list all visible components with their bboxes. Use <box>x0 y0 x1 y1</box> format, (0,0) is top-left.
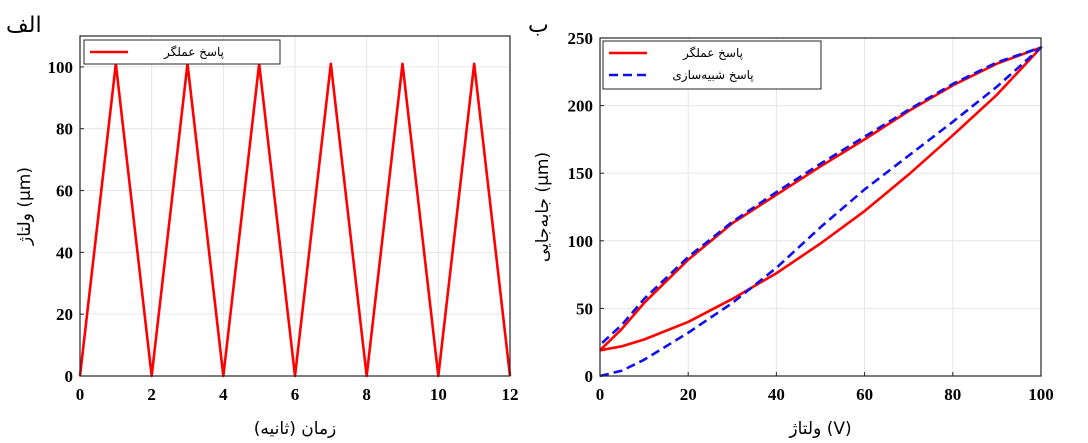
legend: پاسخ عملگر <box>83 39 281 65</box>
x-tick-label: 40 <box>768 385 785 404</box>
x-tick-label: 0 <box>596 385 605 404</box>
y-tick-label: 200 <box>568 97 594 116</box>
chart-panel-right: 0 20 40 60 80 100 0 50 100 150 200 250 ولتاژ (V) جابه… <box>528 13 1054 439</box>
x-tick-label: 6 <box>291 385 300 404</box>
x-tick-label: 8 <box>362 385 371 404</box>
chart-panel-left: 0 2 4 6 8 10 12 0 20 40 60 80 100 زمان (ثانیه) ولتاژ (… <box>6 13 519 439</box>
axes-frame <box>599 37 1042 377</box>
x-tick-label: 80 <box>944 385 961 404</box>
y-tick-label: 150 <box>568 164 594 183</box>
y-tick-label: 250 <box>568 29 594 48</box>
legend-entry-0: پاسخ عملگر <box>163 45 224 60</box>
y-tick-label: 50 <box>576 299 593 318</box>
y-tick-label: 0 <box>585 367 594 386</box>
x-tick-label: 60 <box>856 385 873 404</box>
x-axis-label: زمان (ثانیه) <box>254 419 337 439</box>
x-axis-label: ولتاژ (V) <box>788 419 851 439</box>
y-axis-label: جابه‌جایی (μm) <box>533 152 553 262</box>
panel-label: ب <box>528 13 549 38</box>
axes-frame <box>79 35 511 377</box>
x-tick-label: 4 <box>219 385 228 404</box>
y-tick-label: 80 <box>56 120 73 139</box>
legend: پاسخ عملگر پاسخ شبیه‌سازی <box>602 40 822 90</box>
y-tick-label: 60 <box>56 182 73 201</box>
x-tick-label: 2 <box>147 385 156 404</box>
x-tick-label: 10 <box>430 385 447 404</box>
legend-entry-0: پاسخ عملگر <box>682 46 743 61</box>
x-tick-label: 100 <box>1028 385 1054 404</box>
panel-label: الف <box>6 13 42 38</box>
y-tick-label: 20 <box>56 305 73 324</box>
x-tick-label: 12 <box>502 385 519 404</box>
x-tick-label: 20 <box>680 385 697 404</box>
y-tick-label: 100 <box>568 232 594 251</box>
y-tick-label: 100 <box>48 58 74 77</box>
plot-area <box>600 38 1041 376</box>
y-tick-label: 0 <box>65 367 74 386</box>
y-axis-label: ولتاژ (μm) <box>15 167 35 246</box>
x-tick-label: 0 <box>76 385 85 404</box>
y-tick-label: 40 <box>56 243 73 262</box>
legend-entry-1: پاسخ شبیه‌سازی <box>672 68 753 83</box>
legend-box <box>602 40 822 90</box>
